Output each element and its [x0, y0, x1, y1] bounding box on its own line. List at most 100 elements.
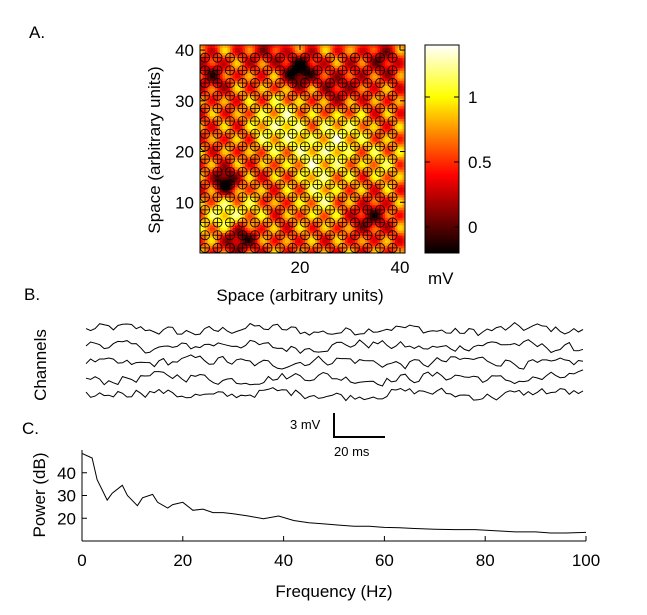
heatmap-cell [267, 103, 271, 107]
heatmap-cell [252, 240, 256, 244]
heatmap-cell [260, 184, 263, 188]
heatmap-cell [295, 197, 298, 201]
heatmap-cell [245, 65, 248, 69]
heatmap-cell [295, 230, 298, 234]
heatmap-cell [267, 179, 271, 183]
heatmap-cell [340, 126, 343, 130]
heatmap-cell [220, 214, 223, 218]
heatmap-cell [292, 88, 296, 92]
heatmap-cell [307, 230, 311, 234]
heatmap-cell [240, 232, 243, 236]
heatmap-cell [262, 138, 266, 142]
heatmap-cell [215, 212, 218, 216]
heatmap-cell [250, 128, 253, 132]
heatmap-cell [307, 250, 311, 254]
heatmap-cell [240, 166, 243, 170]
heatmap-cell [235, 245, 238, 249]
heatmap-cell [317, 179, 321, 183]
heatmap-cell [257, 169, 261, 173]
heatmap-cell [270, 222, 273, 226]
heatmap-cell [335, 242, 338, 246]
heatmap-cell [315, 214, 318, 218]
heatmap-cell [277, 174, 281, 178]
heatmap-cell [325, 141, 328, 145]
heatmap-cell [232, 90, 236, 94]
heatmap-cell [265, 212, 268, 216]
heatmap-cell [307, 161, 311, 165]
heatmap-cell [272, 184, 276, 188]
heatmap-cell [212, 217, 216, 221]
heatmap-cell [285, 151, 288, 155]
heatmap-cell [210, 45, 213, 48]
heatmap-cell [260, 98, 263, 102]
heatmap-cell [270, 194, 273, 198]
heatmap-cell [262, 217, 266, 221]
heatmap-cell [250, 225, 253, 228]
heatmap-cell [230, 164, 233, 168]
heatmap-cell [225, 156, 228, 160]
heatmap-cell [237, 108, 241, 112]
heatmap-cell [247, 154, 251, 157]
heatmap-cell [255, 95, 258, 99]
heatmap-cell [212, 70, 216, 74]
heatmap-cell [210, 77, 213, 81]
heatmap-cell [327, 184, 331, 188]
heatmap-cell [277, 214, 281, 218]
heatmap-cell [222, 72, 226, 76]
heatmap-cell [200, 57, 203, 61]
heatmap-cell [220, 126, 223, 130]
heatmap-cell [342, 240, 346, 244]
heatmap-cell [247, 131, 251, 135]
heatmap-cell [260, 171, 263, 175]
heatmap-cell [217, 75, 221, 79]
heatmap-cell [220, 80, 223, 84]
heatmap-cell [290, 45, 293, 48]
heatmap-cell [325, 181, 328, 185]
heatmap-cell [210, 121, 213, 124]
heatmap-cell [237, 230, 241, 234]
heatmap-cell [222, 70, 226, 74]
heatmap-cell [205, 100, 208, 104]
heatmap-cell [307, 202, 311, 206]
heatmap-cell [295, 126, 298, 130]
heatmap-cell [300, 156, 303, 160]
heatmap-cell [262, 166, 266, 170]
heatmap-cell [300, 88, 303, 92]
heatmap-cell [340, 174, 343, 178]
heatmap-cell [307, 75, 311, 79]
heatmap-cell [232, 250, 236, 254]
heatmap-cell [337, 105, 341, 109]
heatmap-cell [337, 189, 341, 193]
heatmap-cell [325, 154, 328, 157]
heatmap-cell [282, 108, 286, 112]
heatmap-cell [255, 166, 258, 170]
heatmap-cell [327, 240, 331, 244]
heatmap-cell [277, 209, 281, 213]
heatmap-cell [257, 60, 261, 64]
heatmap-cell [287, 57, 291, 61]
heatmap-cell [257, 47, 261, 51]
heatmap-cell [230, 169, 233, 173]
heatmap-cell [305, 214, 308, 218]
heatmap-cell [237, 60, 241, 64]
heatmap-cell [285, 108, 288, 112]
heatmap-cell [317, 222, 321, 226]
heatmap-cell [247, 217, 251, 221]
heatmap-cell [325, 240, 328, 244]
heatmap-cell [310, 60, 313, 64]
heatmap-cell [330, 105, 333, 109]
heatmap-cell [300, 220, 303, 223]
heatmap-cell [225, 151, 228, 155]
heatmap-cell [217, 181, 221, 185]
heatmap-cell [240, 159, 243, 163]
heatmap-cell [205, 67, 208, 71]
heatmap-cell [332, 113, 336, 117]
heatmap-cell [265, 136, 268, 140]
heatmap-cell [345, 217, 348, 221]
heatmap-cell [332, 118, 336, 122]
heatmap-cell [247, 83, 251, 86]
heatmap-cell [307, 151, 311, 155]
heatmap-cell [310, 121, 313, 124]
heatmap-cell [227, 164, 231, 168]
heatmap-cell [307, 138, 311, 142]
